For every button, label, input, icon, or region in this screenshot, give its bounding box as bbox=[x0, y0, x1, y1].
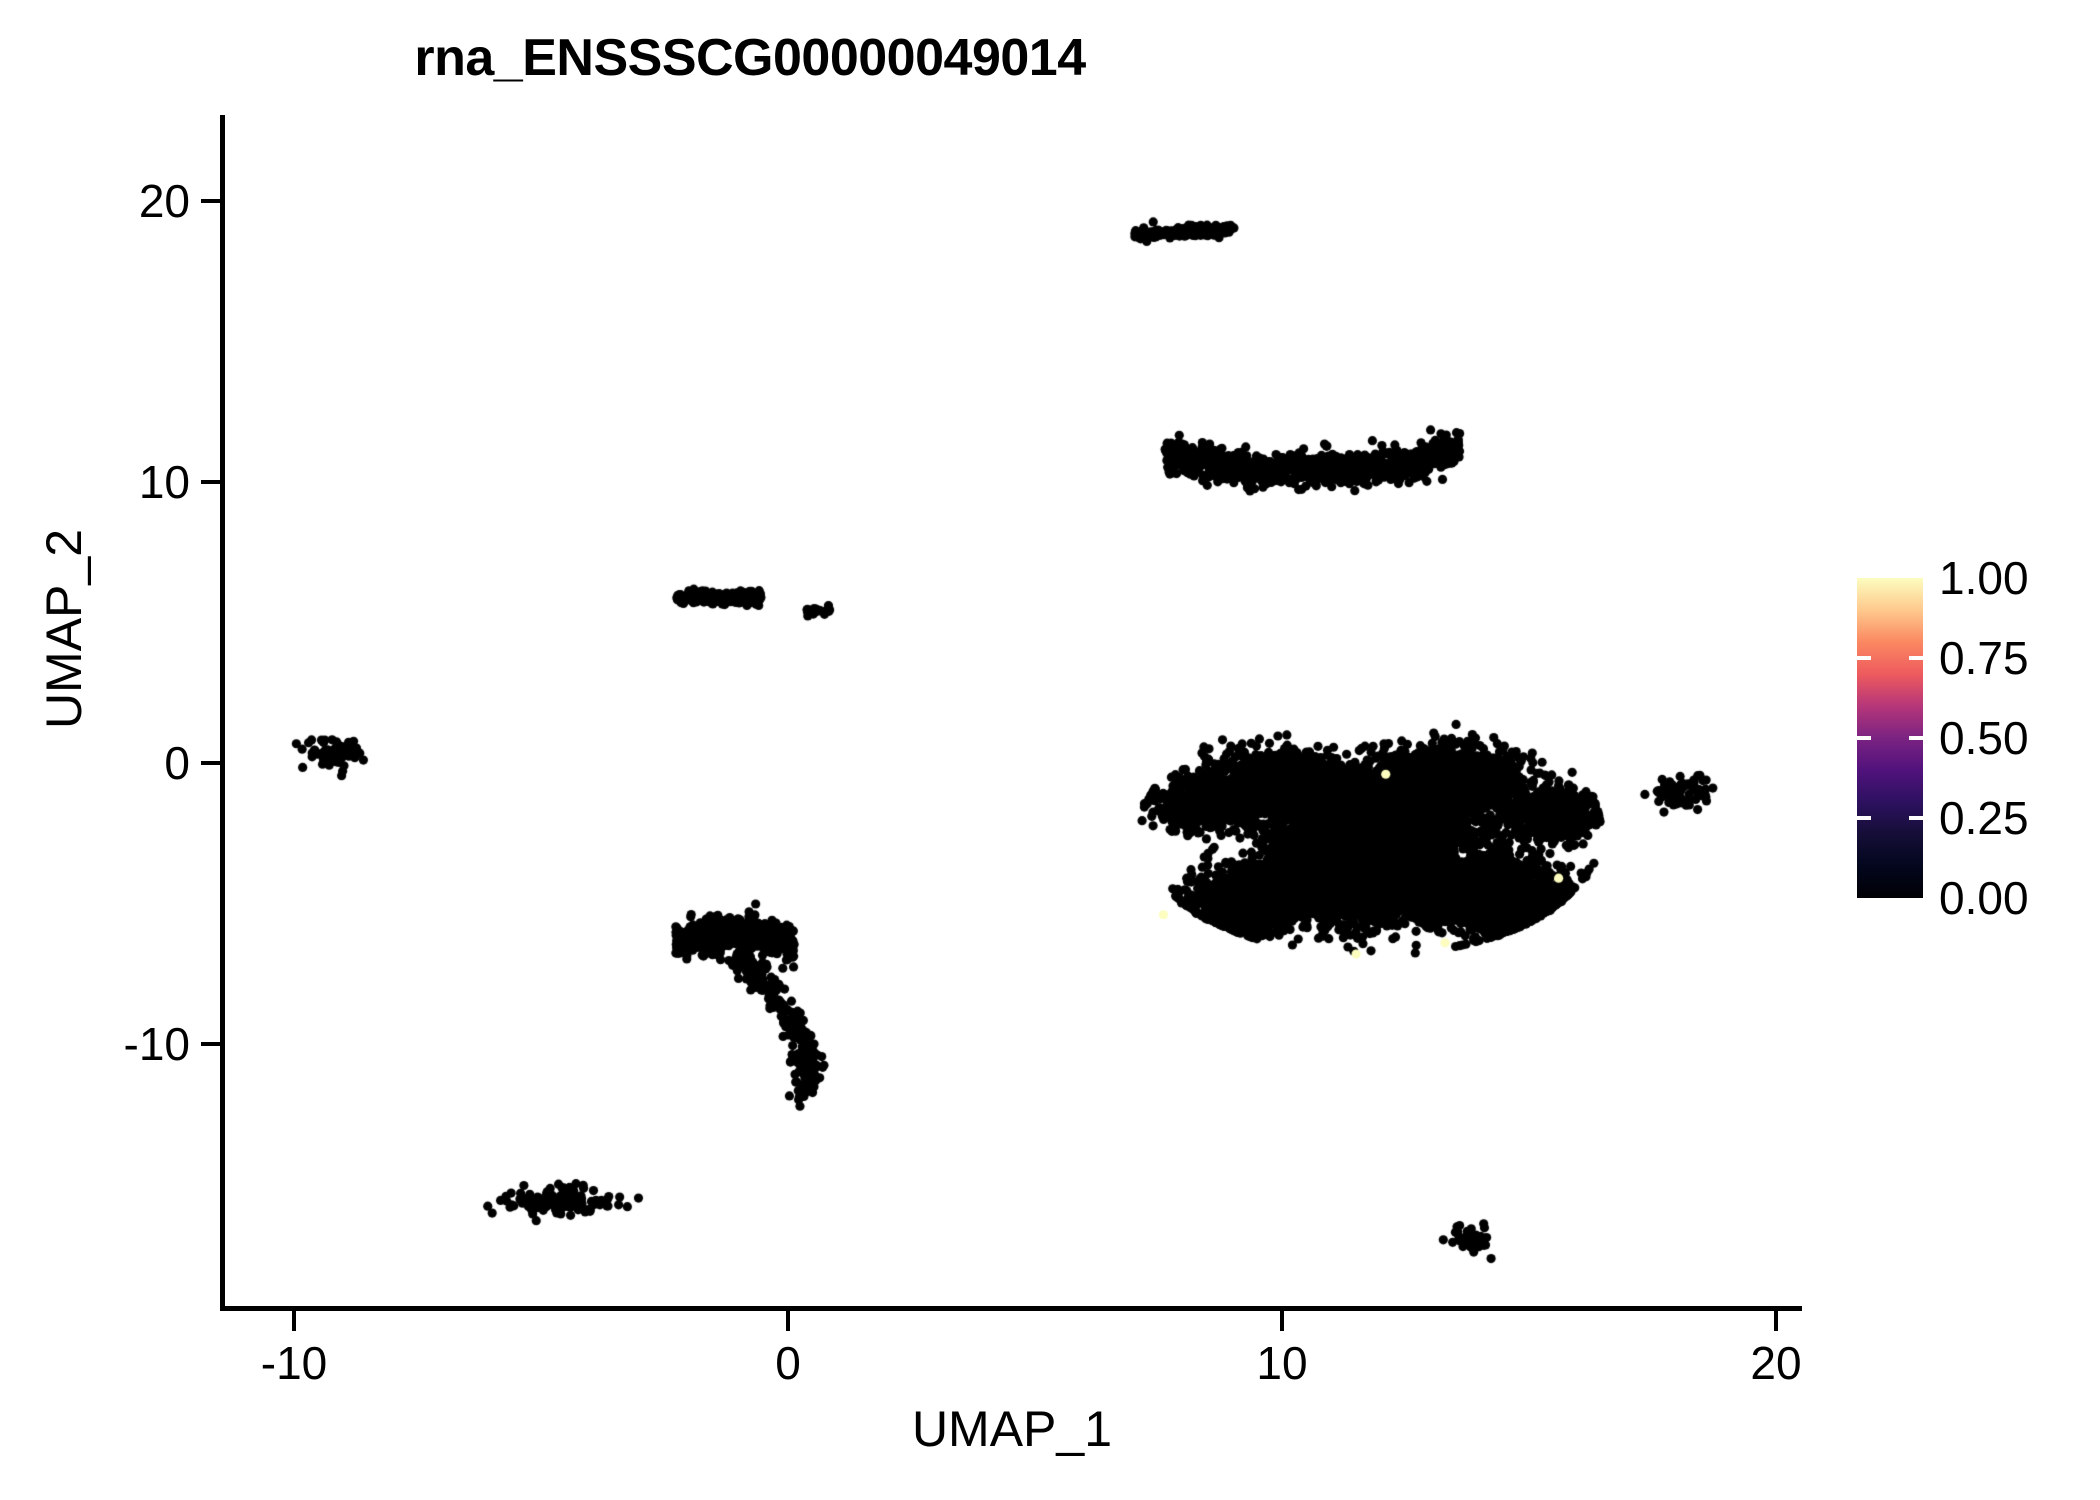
colorbar-tick-mark bbox=[1909, 736, 1923, 740]
y-tick-label: 20 bbox=[138, 175, 190, 227]
x-tick-mark bbox=[786, 1311, 790, 1331]
colorbar-tick-mark bbox=[1909, 656, 1923, 660]
colorbar-tick-label: 0.25 bbox=[1939, 792, 2029, 844]
x-axis-line bbox=[220, 1306, 1802, 1311]
x-tick-mark bbox=[292, 1311, 296, 1331]
colorbar-tick-label: 1.00 bbox=[1939, 552, 2029, 604]
colorbar-tick-mark bbox=[1857, 736, 1871, 740]
x-tick-label: 20 bbox=[1750, 1337, 1802, 1389]
x-tick-label: 0 bbox=[775, 1337, 801, 1389]
colorbar-tick-mark bbox=[1857, 656, 1871, 660]
y-tick-label: 10 bbox=[138, 456, 190, 508]
y-tick-label: 0 bbox=[164, 737, 190, 789]
colorbar-tick-label: 0.75 bbox=[1939, 632, 2029, 684]
colorbar-tick-label: 0.50 bbox=[1939, 712, 2029, 764]
y-axis-title: UMAP_2 bbox=[36, 528, 92, 730]
scatter-points-layer bbox=[223, 115, 1801, 1310]
y-tick-mark bbox=[201, 761, 221, 765]
colorbar-tick-mark bbox=[1857, 816, 1871, 820]
y-tick-mark bbox=[201, 199, 221, 203]
x-tick-mark bbox=[1774, 1311, 1778, 1331]
x-tick-mark bbox=[1280, 1311, 1284, 1331]
plot-panel bbox=[223, 115, 1801, 1310]
y-tick-label: -10 bbox=[123, 1018, 190, 1070]
colorbar-legend: 1.00 0.75 0.50 0.25 0.00 bbox=[1857, 552, 2087, 924]
x-tick-label: 10 bbox=[1256, 1337, 1308, 1389]
colorbar-tick-mark bbox=[1909, 816, 1923, 820]
y-tick-mark bbox=[201, 480, 221, 484]
page-title: rna_ENSSSCG00000049014 bbox=[414, 29, 1086, 87]
colorbar-tick-label: 0.00 bbox=[1939, 872, 2029, 924]
x-tick-label: -10 bbox=[260, 1337, 328, 1389]
y-axis-line bbox=[220, 115, 225, 1311]
y-tick-mark bbox=[201, 1042, 221, 1046]
x-axis-title: UMAP_1 bbox=[911, 1401, 1113, 1457]
